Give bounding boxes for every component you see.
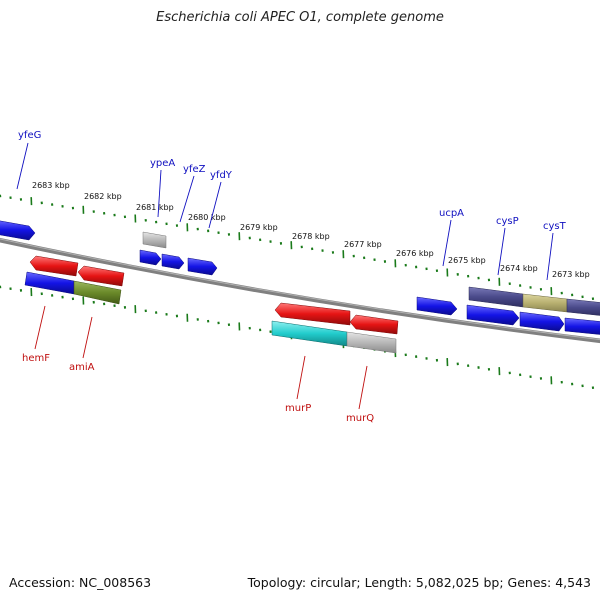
gene-label-hemF[interactable]: hemF [22,353,50,364]
gene-leader-line [157,169,162,218]
gene-leader-line [546,232,554,281]
gene-label-ypeA[interactable]: ypeA [150,158,175,169]
scale-ticks-top [0,194,595,301]
gene-leader-line [358,365,368,410]
gene-leader-line [497,227,506,276]
gene-label-cysP[interactable]: cysP [496,216,519,227]
gene-arrow-reverse[interactable] [77,265,125,287]
gene-arrow-forward[interactable] [0,220,36,241]
gene-label-yfdY[interactable]: yfdY [210,170,233,181]
gene-arrow-reverse[interactable] [274,302,351,326]
genome-backbone-highlight [0,238,600,341]
gene-leader-line [296,355,306,400]
gene-leader-line [208,181,222,229]
gene-leader-line [34,305,46,350]
scale-label: 2683 kbp [32,181,70,190]
scale-label: 2676 kbp [396,249,434,258]
gene-arrow-forward[interactable] [564,317,600,335]
gene-leader-line [179,175,195,223]
gene-arrow-forward[interactable] [522,293,568,313]
gene-label-murP[interactable]: murP [285,403,311,414]
gene-arrow-forward[interactable] [139,249,162,266]
scale-label: 2673 kbp [552,270,590,279]
scale-label: 2678 kbp [292,232,330,241]
gene-label-murQ[interactable]: murQ [346,413,374,424]
gene-label-amiA[interactable]: amiA [69,362,95,373]
gene-arrow-forward[interactable] [142,231,167,249]
accession-text: Accession: NC_008563 [9,575,152,590]
gene-arrow-reverse[interactable] [73,280,122,305]
gene-arrow-reverse[interactable] [349,314,399,335]
genome-backbone [0,237,600,344]
gene-arrow-forward[interactable] [519,311,565,332]
gene-arrow-forward[interactable] [187,257,218,276]
gene-arrow-reverse[interactable] [271,320,348,347]
scale-label: 2674 kbp [500,264,538,273]
gene-leader-line [442,219,452,267]
scale-label: 2680 kbp [188,213,226,222]
gene-arrow-forward[interactable] [566,298,600,316]
gene-label-cysT[interactable]: cysT [543,221,567,232]
scale-label: 2677 kbp [344,240,382,249]
gene-arrow-forward[interactable] [416,296,458,316]
gene-label-yfeZ[interactable]: yfeZ [183,164,206,175]
gene-arrow-forward[interactable] [466,304,520,326]
map-title: Escherichia coli APEC O1, complete genom… [156,10,444,25]
gene-arrow-forward[interactable] [468,286,524,308]
gene-label-yfeG[interactable]: yfeG [18,130,41,141]
gene-leader-line [82,316,93,359]
gene-arrow-reverse[interactable] [29,255,79,277]
scale-label: 2679 kbp [240,223,278,232]
scale-label: 2675 kbp [448,256,486,265]
scale-label: 2681 kbp [136,203,174,212]
gene-arrow-reverse[interactable] [346,331,397,354]
scale-label: 2682 kbp [84,192,122,201]
gene-arrow-reverse[interactable] [24,271,75,295]
gene-label-ucpA[interactable]: ucpA [439,208,464,219]
gene-arrow-forward[interactable] [161,253,185,270]
genome-summary-text: Topology: circular; Length: 5,082,025 bp… [247,575,591,590]
gene-leader-line [16,142,29,190]
